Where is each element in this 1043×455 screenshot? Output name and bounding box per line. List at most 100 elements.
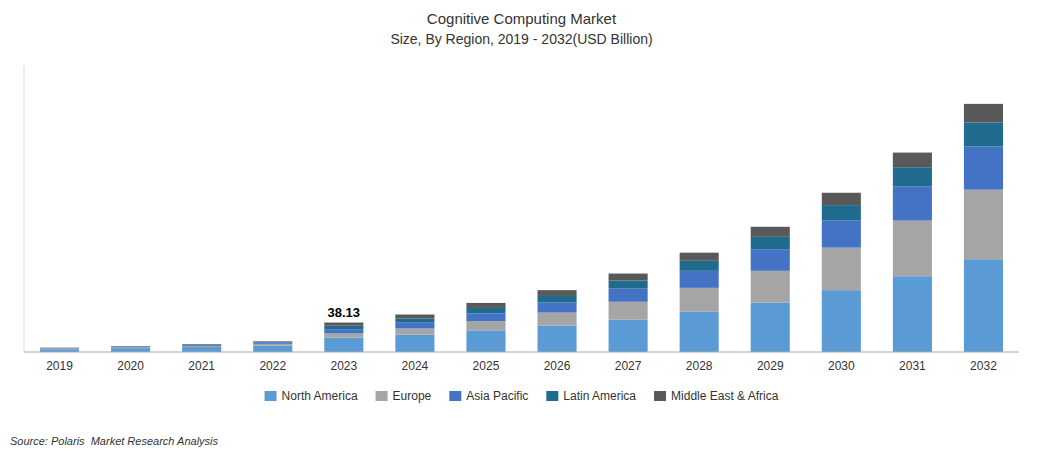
x-axis-line [24, 352, 1019, 353]
bar-segment [751, 249, 790, 271]
bar-segment [751, 237, 790, 249]
bar-segment [253, 343, 292, 344]
x-tick-label: 2023 [330, 359, 357, 373]
bar-segment [964, 190, 1003, 260]
bar-segment [964, 122, 1003, 146]
bar-segment [751, 271, 790, 303]
bar-segment [111, 347, 150, 349]
bar-segment [751, 227, 790, 237]
bar-segment [395, 328, 434, 334]
legend-swatch [654, 391, 666, 401]
legend-item: Europe [376, 389, 432, 403]
bar-segment [609, 320, 648, 352]
x-tick-label: 2022 [259, 359, 286, 373]
bar-segment [182, 347, 221, 352]
bar-segment [466, 313, 505, 321]
bar-segment [466, 330, 505, 352]
legend-swatch [265, 391, 277, 401]
legend-label: Europe [393, 389, 432, 403]
bar-segment [324, 338, 363, 352]
bar-segment [111, 345, 150, 346]
bar-segment [395, 318, 434, 322]
bar-segment [893, 187, 932, 221]
x-tick-label: 2019 [46, 359, 73, 373]
bar-segment [609, 281, 648, 289]
bar-segment [253, 341, 292, 343]
bar-segment [964, 104, 1003, 123]
bar-segment [680, 271, 719, 288]
legend-item: North America [265, 389, 358, 403]
bar-segment [182, 344, 221, 346]
bar-segment [964, 146, 1003, 189]
bar-segment [537, 313, 576, 326]
annotation: 38.13 [328, 305, 361, 320]
x-tick-label: 2027 [615, 359, 642, 373]
bar-segment [680, 312, 719, 352]
y-axis-line [24, 66, 25, 352]
legend: North America Europe Asia Pacific Latin Ame… [265, 389, 779, 403]
bar-segment [324, 326, 363, 329]
bar-segment [40, 348, 79, 350]
bar-segment [680, 288, 719, 312]
bar-segment [893, 153, 932, 168]
bar-segment [253, 345, 292, 352]
bar-segment [182, 346, 221, 347]
bars [40, 104, 1003, 352]
bar-segment [609, 289, 648, 302]
bar-segment [537, 290, 576, 296]
bar-segment [822, 221, 861, 248]
chart: Cognitive Computing MarketSize, By Regio… [0, 0, 1043, 455]
x-tick-label: 2028 [686, 359, 713, 373]
bar-segment [324, 323, 363, 326]
bar-segment [466, 308, 505, 313]
x-tick-label: 2030 [828, 359, 855, 373]
source: Source: Polaris Market Research Analysis [10, 435, 219, 447]
bar-segment [395, 335, 434, 352]
legend-label: Latin America [563, 389, 636, 403]
bar-segment [964, 259, 1003, 352]
bar-segment [822, 205, 861, 220]
bar-segment [395, 315, 434, 319]
bar-segment [111, 348, 150, 352]
x-tick-label: 2021 [188, 359, 215, 373]
x-tick-label: 2026 [544, 359, 571, 373]
bar-segment [111, 346, 150, 347]
bar-segment [680, 253, 719, 261]
legend-label: North America [282, 389, 358, 403]
legend-label: Middle East & Africa [671, 389, 779, 403]
legend-swatch [546, 391, 558, 401]
bar-segment [253, 344, 292, 346]
bar-segment [324, 333, 363, 337]
bar-segment [40, 347, 79, 348]
bar-segment [893, 221, 932, 277]
bar-segment [40, 348, 79, 349]
bar-segment [751, 303, 790, 352]
legend-label: Asia Pacific [466, 389, 528, 403]
bar-segment [537, 326, 576, 352]
bar-segment [822, 193, 861, 205]
bar-segment [466, 321, 505, 330]
legend-item: Asia Pacific [449, 389, 528, 403]
legend-item: Latin America [546, 389, 636, 403]
x-tick-label: 2025 [473, 359, 500, 373]
x-tick-label: 2032 [970, 359, 997, 373]
x-tick-label: 2024 [402, 359, 429, 373]
x-tick-label: 2031 [899, 359, 926, 373]
bar-segment [537, 303, 576, 313]
bar-segment [466, 303, 505, 308]
legend-swatch [376, 391, 388, 401]
bar-segment [40, 347, 79, 348]
bar-segment [609, 274, 648, 281]
legend-item: Middle East & Africa [654, 389, 779, 403]
bar-segment [253, 342, 292, 344]
bar-segment [893, 167, 932, 186]
bar-segment [893, 276, 932, 352]
bar-segment [182, 344, 221, 346]
bar-segment [680, 261, 719, 271]
bar-segment [395, 323, 434, 329]
bar-segment [537, 296, 576, 303]
bar-segment [111, 346, 150, 348]
bar-segment [822, 248, 861, 291]
x-tick-label: 2020 [117, 359, 144, 373]
x-tick-label: 2029 [757, 359, 784, 373]
